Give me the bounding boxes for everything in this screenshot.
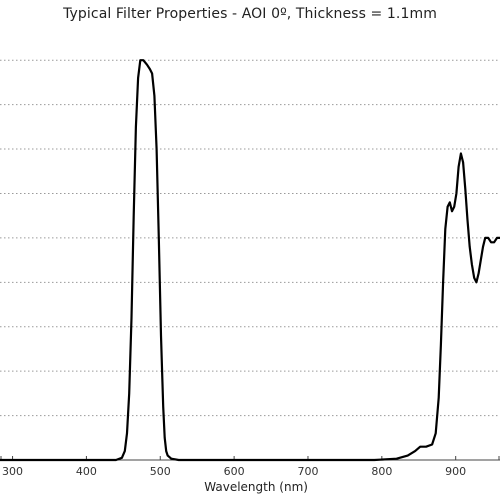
x-tick-label-600: 600 [224, 465, 245, 478]
x-ticks: 300 400 500 600 700 800 900 [0, 456, 500, 478]
gridlines [0, 59, 500, 417]
x-tick-label-300: 300 [2, 465, 23, 478]
x-tick-label-700: 700 [297, 465, 318, 478]
x-tick-label-800: 800 [371, 465, 392, 478]
x-tick-label-400: 400 [76, 465, 97, 478]
x-axis-label: Wavelength (nm) [204, 480, 308, 494]
transmission-curve [0, 59, 500, 462]
x-tick-label-500: 500 [150, 465, 171, 478]
chart-title: Typical Filter Properties - AOI 0º, Thic… [63, 6, 437, 22]
x-tick-label-900: 900 [445, 465, 466, 478]
